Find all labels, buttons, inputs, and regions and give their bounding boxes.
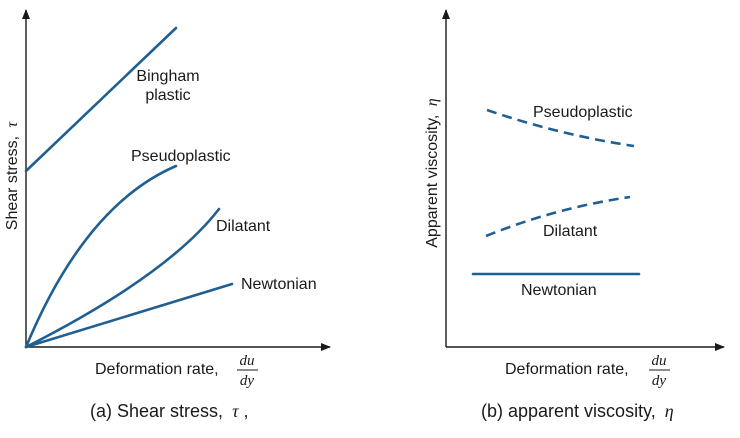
svg-text:Apparent viscosity, η: Apparent viscosity, η — [424, 98, 441, 248]
bingham-plastic-curve — [24, 26, 178, 173]
dilatant-label-a: Dilatant — [216, 218, 271, 235]
panel-a-caption: (a) Shear stress, τ , — [90, 401, 249, 421]
panel-b-caption-prefix: (b) apparent viscosity, — [481, 401, 656, 421]
svg-text:Shear stress, τ: Shear stress, τ — [4, 121, 21, 231]
panel-a-y-label: Shear stress, — [4, 136, 21, 230]
bingham-label-line2: plastic — [145, 87, 190, 104]
panel-b-y-label: Apparent viscosity, — [424, 115, 441, 248]
panel-b-caption-symbol: η — [665, 401, 674, 421]
dilatant-curve-b — [485, 195, 631, 238]
panel-a-caption-suffix: , — [244, 401, 249, 421]
newtonian-label-a: Newtonian — [241, 276, 317, 293]
dilatant-label-b: Dilatant — [543, 223, 598, 240]
panel-a-x-label: Deformation rate, — [95, 361, 219, 378]
pseudoplastic-curve-b — [486, 108, 635, 148]
eta-symbol: η — [424, 98, 441, 106]
pseudoplastic-label-b: Pseudoplastic — [533, 104, 633, 121]
panel-b-apparent-viscosity: Pseudoplastic Dilatant Newtonian Apparen… — [424, 9, 725, 421]
panel-a-frac-den: dy — [240, 373, 255, 389]
panel-a-caption-symbol: τ — [232, 401, 239, 421]
panel-b-frac-den: dy — [652, 373, 667, 389]
bingham-label-line1: Bingham — [136, 68, 199, 85]
pseudoplastic-label-a: Pseudoplastic — [131, 148, 231, 165]
panel-b-caption: (b) apparent viscosity, η — [481, 401, 674, 421]
newtonian-label-b: Newtonian — [521, 282, 597, 299]
panel-a-y-axis-title: Shear stress, τ — [4, 121, 21, 231]
panel-a-caption-prefix: (a) Shear stress, — [90, 401, 223, 421]
panel-a-frac-num: du — [240, 353, 255, 369]
panel-b-y-axis-title: Apparent viscosity, η — [424, 98, 441, 248]
panel-b-frac-num: du — [652, 353, 667, 369]
pseudoplastic-curve-a — [24, 164, 178, 349]
newtonian-curve-a — [24, 282, 234, 349]
panel-a-shear-stress: Bingham plastic Pseudoplastic Dilatant N… — [4, 9, 331, 421]
panel-b-x-label: Deformation rate, — [505, 361, 629, 378]
dilatant-curve-a — [24, 207, 221, 349]
tau-symbol: τ — [4, 121, 21, 128]
